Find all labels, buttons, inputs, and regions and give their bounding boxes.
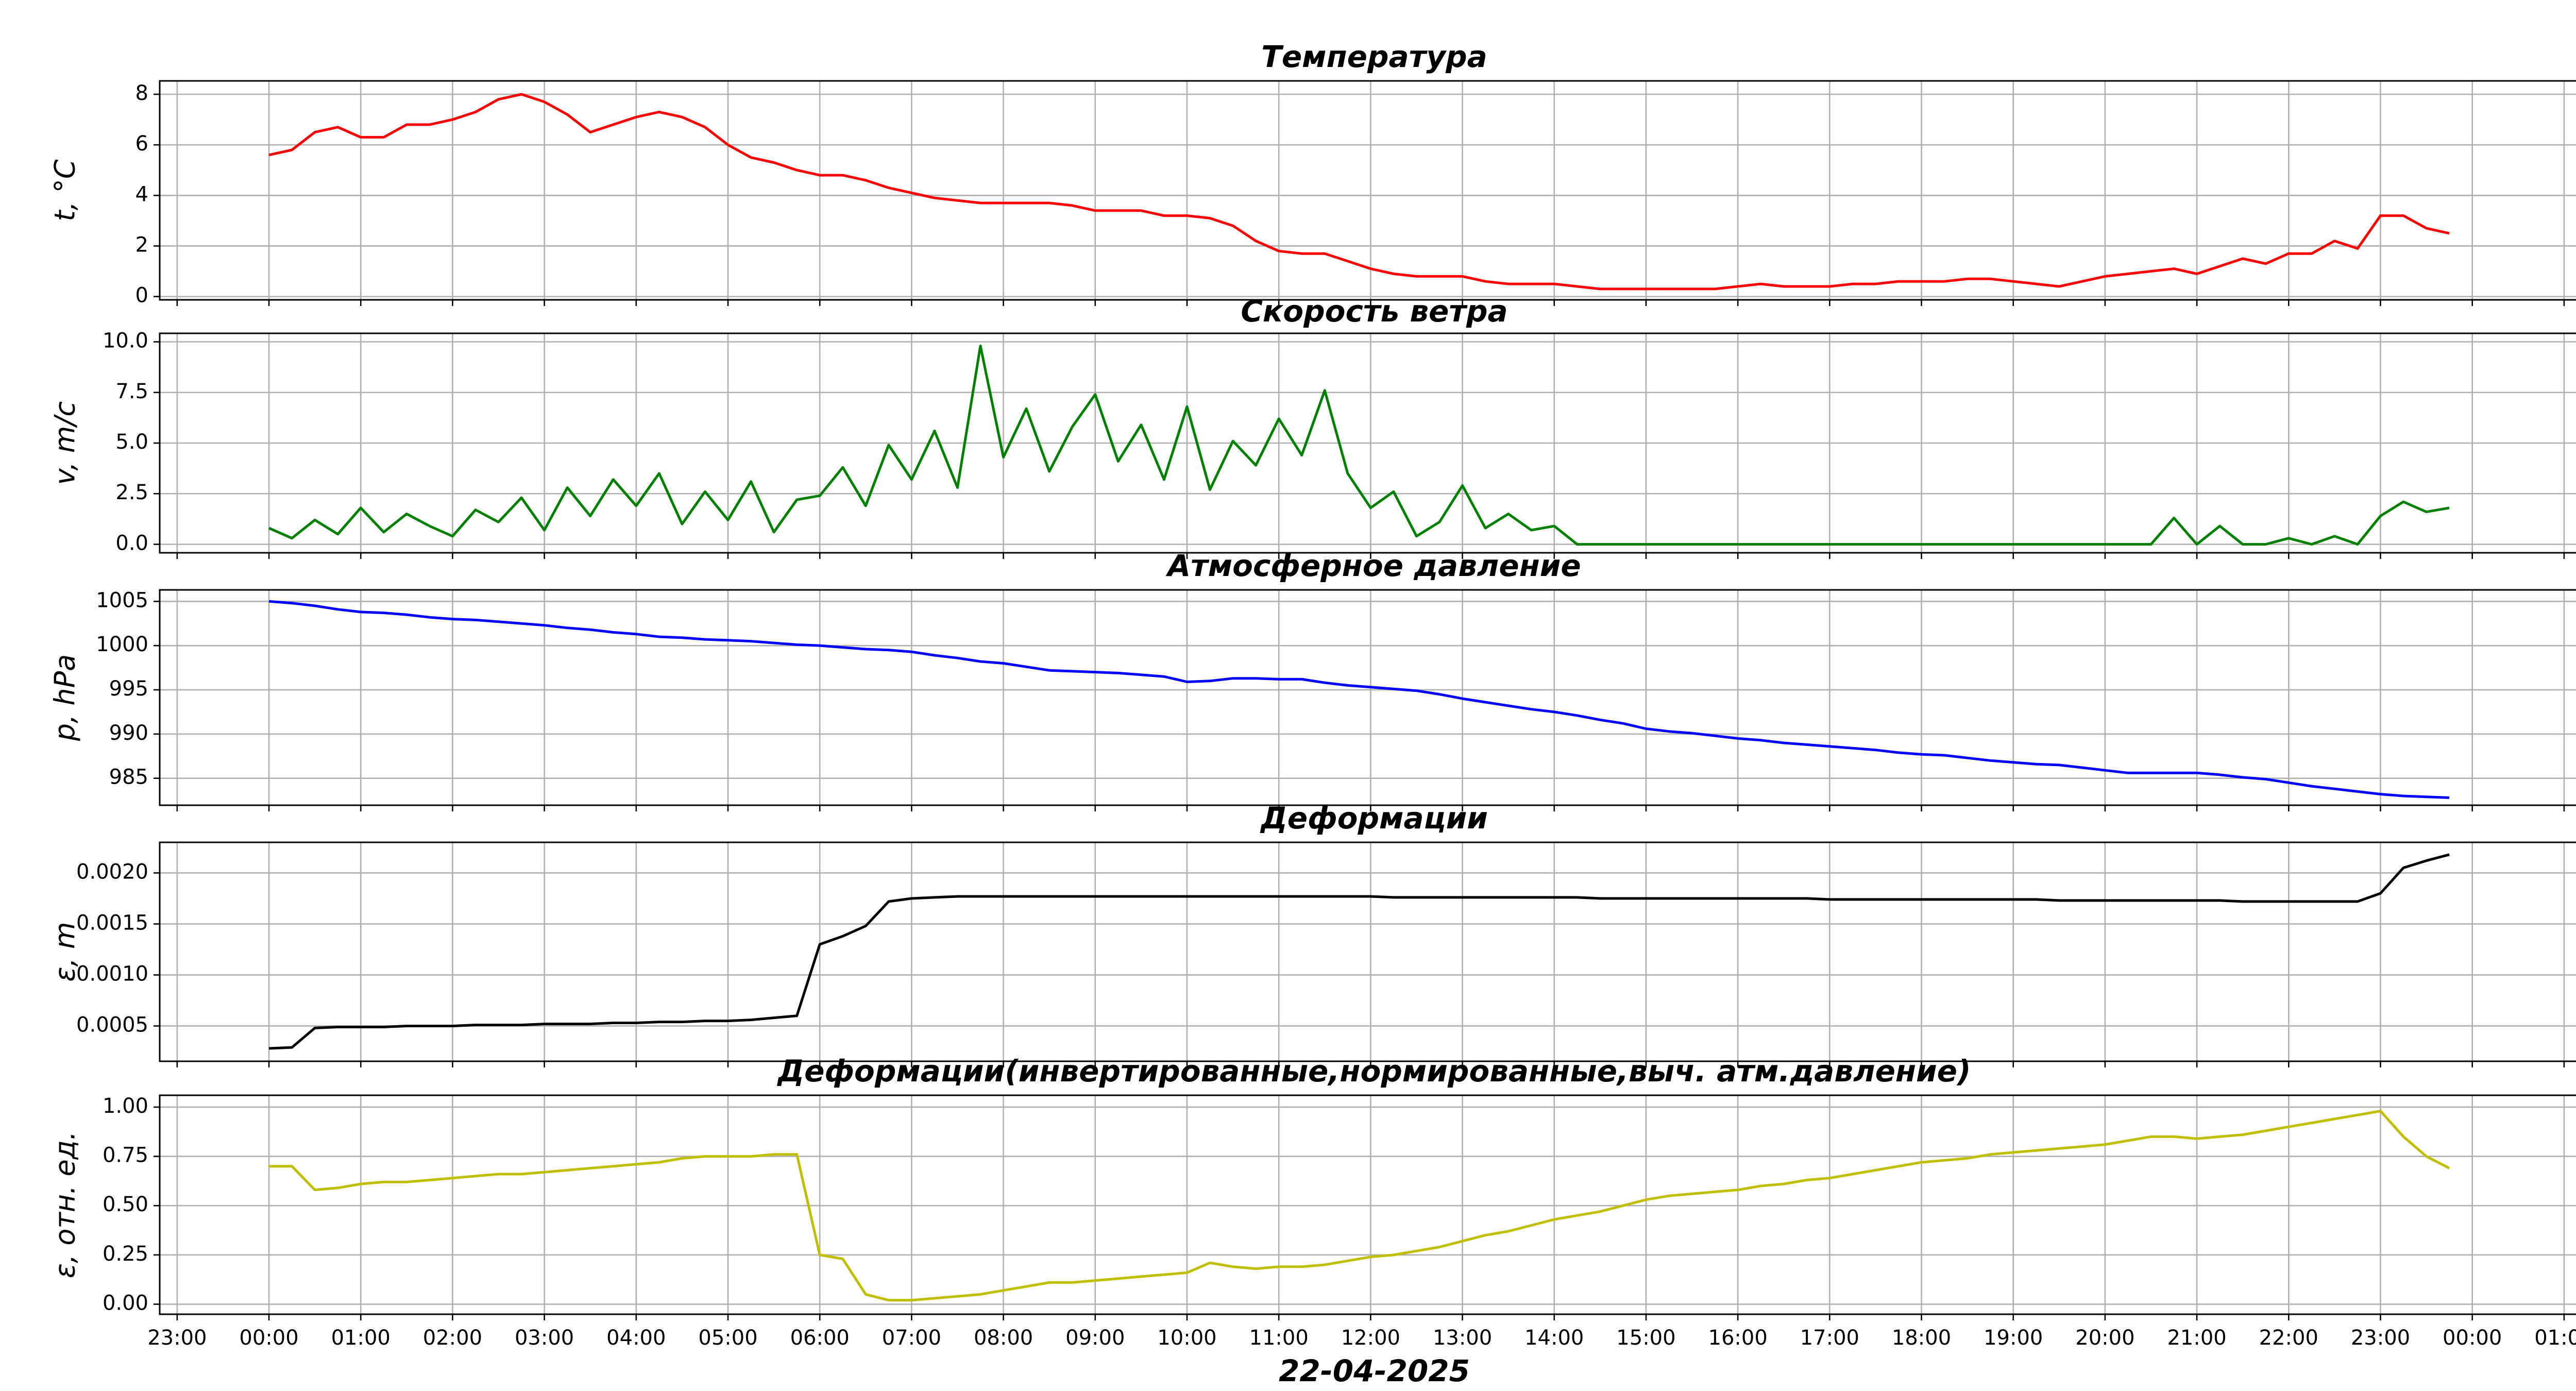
x-tick-label: 10:00 — [1157, 1326, 1216, 1350]
axes-frame — [159, 80, 2576, 301]
y-tick-label: 0.75 — [103, 1144, 148, 1167]
x-tick-label: 13:00 — [1433, 1326, 1492, 1350]
y-tick-label: 1005 — [96, 588, 148, 612]
chart-title: Скорость ветра — [1241, 294, 1507, 329]
y-tick-label: 0.00 — [103, 1291, 148, 1315]
axes-frame — [159, 332, 2576, 554]
y-axis-label: t, °C — [49, 159, 81, 222]
x-tick-label: 23:00 — [147, 1326, 207, 1350]
x-tick-label: 00:00 — [2443, 1326, 2502, 1350]
x-tick-label: 19:00 — [1984, 1326, 2043, 1350]
x-tick-label: 01:00 — [2534, 1326, 2576, 1350]
panel: Деформации ε, m 0.0005 0.0010 0.0015 0.0020 — [49, 801, 2576, 1067]
y-tick-label: 2 — [135, 233, 148, 257]
axes-frame — [159, 841, 2576, 1062]
data-line — [269, 1110, 2450, 1302]
x-tick-label: 14:00 — [1524, 1326, 1584, 1350]
y-axis-label: v, m/c — [49, 401, 81, 485]
data-line — [268, 600, 2450, 799]
y-tick-label: 2.5 — [115, 481, 148, 504]
y-tick-label: 0.0 — [115, 531, 148, 555]
x-tick-label: 00:00 — [239, 1326, 298, 1350]
x-tick-label: 12:00 — [1341, 1326, 1400, 1350]
x-tick-label: 03:00 — [515, 1326, 574, 1350]
x-axis-label: 22-04-2025 — [1279, 1353, 1470, 1388]
y-axis-label: ε, отн. ед. — [49, 1131, 81, 1278]
data-line — [268, 93, 2450, 291]
y-tick-label: 7.5 — [115, 380, 148, 403]
y-tick-label: 0.0010 — [76, 962, 148, 986]
chart-title: Деформации — [1260, 801, 1488, 836]
x-tick-label: 05:00 — [698, 1326, 757, 1350]
x-tick-label: 06:00 — [790, 1326, 850, 1350]
data-line — [268, 344, 2450, 546]
x-tick-label: 23:00 — [2351, 1326, 2410, 1350]
x-tick-label: 22:00 — [2259, 1326, 2318, 1350]
y-tick-label: 1000 — [96, 633, 148, 656]
y-tick-label: 990 — [109, 721, 148, 745]
y-tick-label: 4 — [135, 182, 148, 206]
panel: Деформации(инвертированные,нормированные… — [49, 1054, 2576, 1388]
y-tick-label: 5.0 — [115, 430, 148, 454]
x-tick-label: 01:00 — [331, 1326, 391, 1350]
axes-frame — [159, 589, 2576, 806]
y-tick-label: 1.00 — [103, 1094, 148, 1118]
panel: Температура t, °C 0 2 4 6 8 — [49, 39, 2576, 308]
x-tick-label: 08:00 — [974, 1326, 1033, 1350]
x-tick-label: 18:00 — [1892, 1326, 1951, 1350]
x-tick-label: 15:00 — [1616, 1326, 1675, 1350]
y-tick-label: 0.0020 — [76, 860, 148, 884]
y-tick-label: 10.0 — [103, 329, 148, 353]
x-tick-label: 20:00 — [2075, 1326, 2134, 1350]
x-tick-label: 17:00 — [1800, 1326, 1859, 1350]
y-tick-label: 8 — [135, 81, 148, 105]
panel: Скорость ветра v, m/c 0.0 2.5 5.0 7.5 10.0 — [49, 294, 2576, 559]
chart-title: Деформации(инвертированные,нормированные… — [776, 1054, 1971, 1089]
y-tick-label: 0.50 — [103, 1193, 148, 1216]
axes-frame — [159, 1094, 2576, 1315]
chart-title: Температура — [1261, 39, 1487, 74]
y-tick-label: 985 — [109, 766, 148, 789]
chart-title: Атмосферное давление — [1165, 548, 1581, 583]
x-tick-label: 21:00 — [2167, 1326, 2226, 1350]
x-tick-label: 02:00 — [423, 1326, 482, 1350]
x-tick-label: 07:00 — [882, 1326, 941, 1350]
y-tick-label: 0 — [135, 284, 148, 308]
x-tick-label: 09:00 — [1065, 1326, 1125, 1350]
y-axis-label: p, hPa — [49, 654, 81, 742]
panel: Атмосферное давление p, hPa 985 990 995 1000 1… — [49, 548, 2576, 811]
data-line — [268, 853, 2450, 1050]
y-tick-label: 0.0015 — [76, 911, 148, 935]
y-tick-label: 0.25 — [103, 1242, 148, 1266]
y-tick-label: 0.0005 — [76, 1013, 148, 1037]
y-tick-label: 995 — [109, 677, 148, 701]
y-axis-label: ε, m — [49, 922, 81, 981]
x-tick-label: 16:00 — [1708, 1326, 1768, 1350]
y-tick-label: 6 — [135, 132, 148, 156]
x-tick-label: 04:00 — [606, 1326, 666, 1350]
x-tick-label: 11:00 — [1249, 1326, 1309, 1350]
